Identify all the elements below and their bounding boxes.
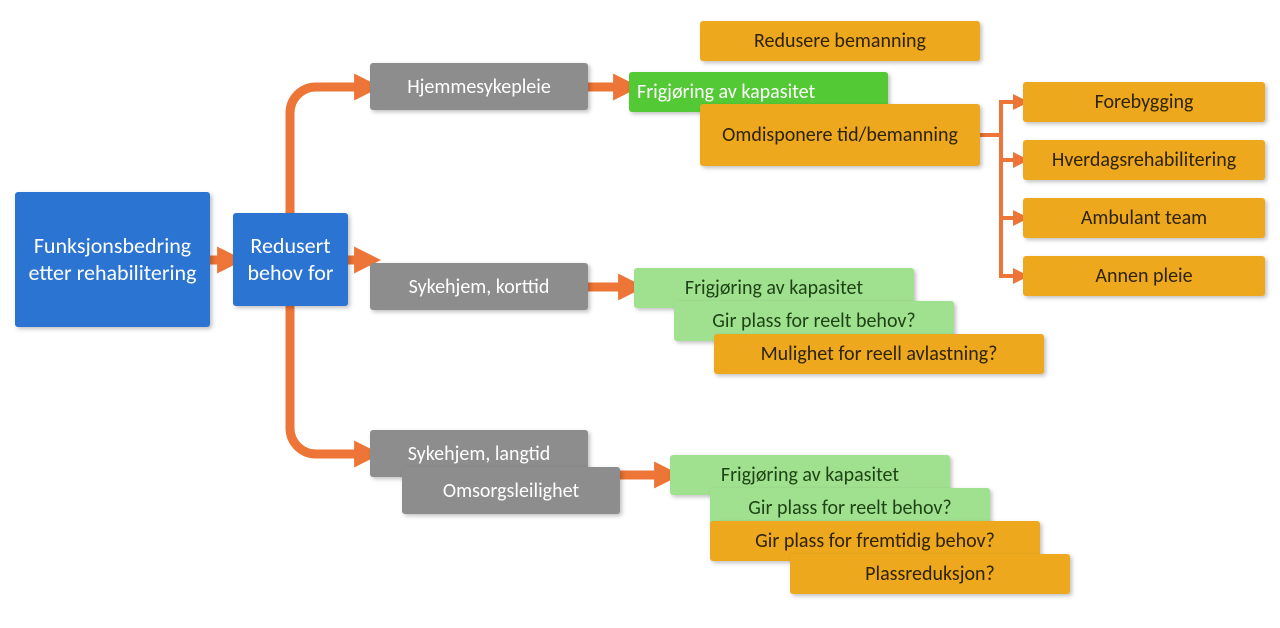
- node-omsorgsleilighet: Omsorgsleilighet: [402, 467, 620, 514]
- node-forebygging: Forebygging: [1023, 82, 1265, 122]
- node-sykehjem-korttid: Sykehjem, korttid: [370, 263, 588, 310]
- node-redusert-behov: Redusert behov for: [233, 213, 348, 306]
- node-redusere-bem: Redusere bemanning: [700, 21, 980, 61]
- node-mulighet-avlast: Mulighet for reell avlastning?: [714, 334, 1044, 374]
- node-plassreduksjon: Plassreduksjon?: [790, 554, 1070, 594]
- node-omdisp: Omdisponere tid/bemanning: [700, 104, 980, 166]
- node-funksjonsbedring: Funksjonsbedring etter rehabilitering: [15, 192, 210, 327]
- node-hjemmesykepleie: Hjemmesykepleie: [370, 63, 588, 110]
- node-ambulant-team: Ambulant team: [1023, 198, 1265, 238]
- node-annen-pleie: Annen pleie: [1023, 256, 1265, 296]
- node-hverdagsrehab: Hverdagsrehabilitering: [1023, 140, 1265, 180]
